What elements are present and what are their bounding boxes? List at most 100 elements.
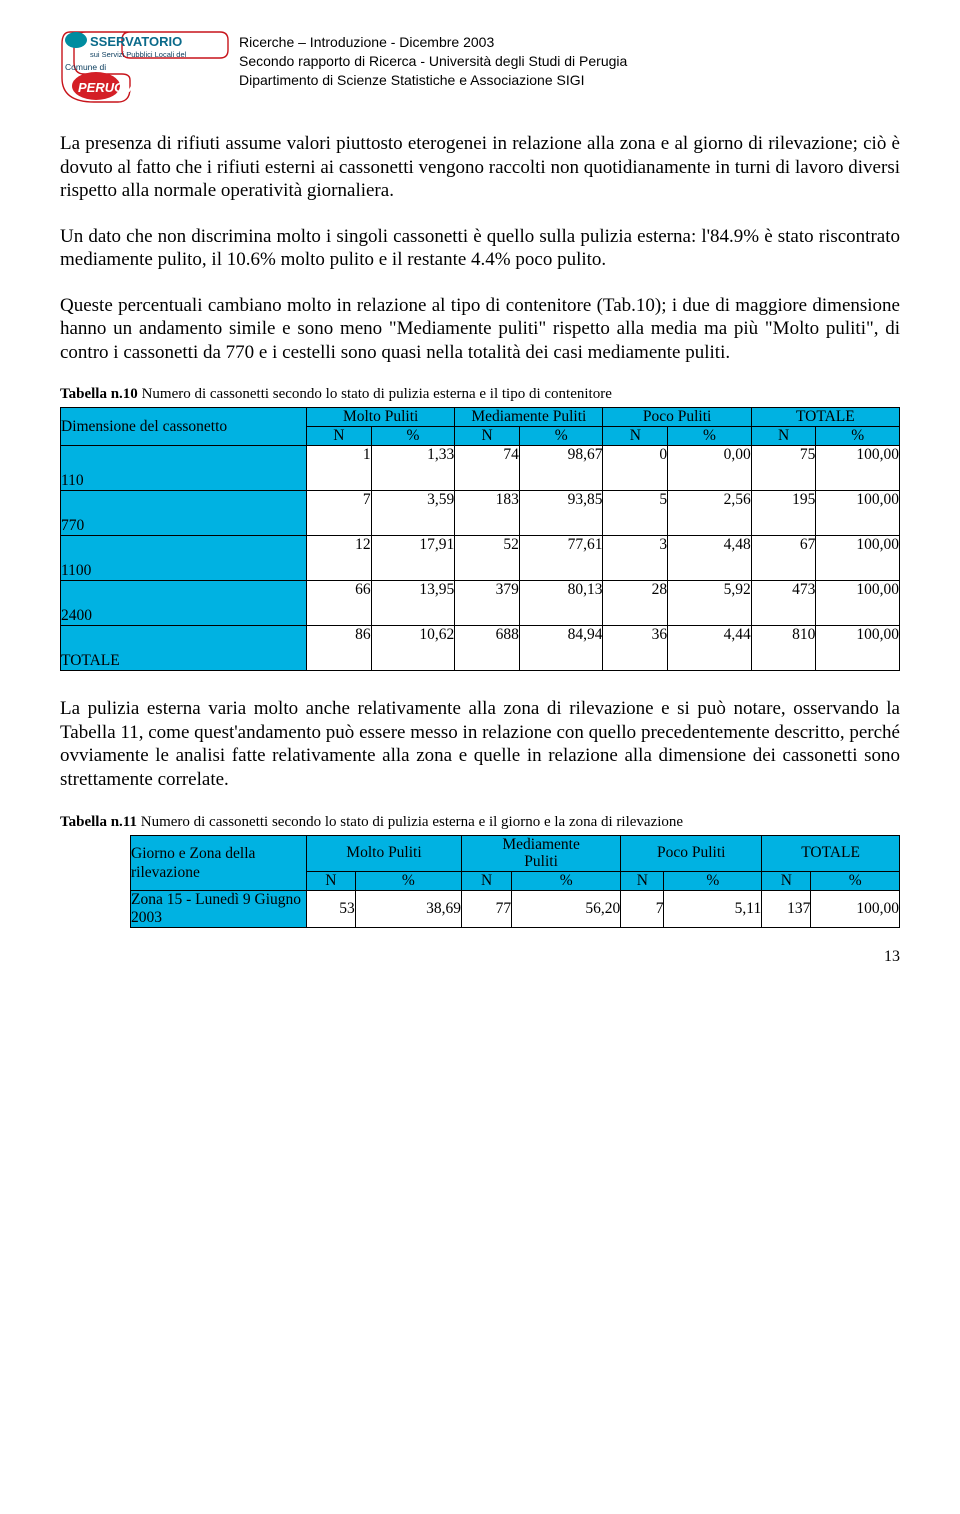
table11-cell: 5,11 [664, 891, 762, 928]
table10-group-0: Molto Puliti [307, 408, 455, 427]
table11-sub: N [621, 872, 664, 891]
table10-cell: 1 [307, 446, 372, 491]
table11-dim-label: Giorno e Zona della rilevazione [131, 835, 307, 891]
table10-row-label: 110 [61, 446, 307, 491]
table10-cell: 36 [603, 626, 668, 671]
table10-group-1: Mediamente Puliti [455, 408, 603, 427]
table10-cell: 4,48 [668, 536, 752, 581]
table10-cell: 810 [751, 626, 816, 671]
table10-cell: 86 [307, 626, 372, 671]
table10-cell: 3,59 [371, 491, 455, 536]
table-row: TOTALE8610,6268884,94364,44810100,00 [61, 626, 900, 671]
svg-text:SSERVATORIO: SSERVATORIO [90, 34, 182, 49]
table10-row-label: 770 [61, 491, 307, 536]
table11-cell: 77 [461, 891, 511, 928]
table10-cell: 100,00 [816, 581, 900, 626]
table11-sub: % [512, 872, 621, 891]
table10-sub: N [455, 427, 520, 446]
table10-group-2: Poco Puliti [603, 408, 751, 427]
svg-text:Comune di: Comune di [65, 62, 106, 72]
table10-caption: Tabella n.10 Numero di cassonetti second… [60, 386, 900, 403]
table10-row-label: 2400 [61, 581, 307, 626]
table10: Dimensione del cassonetto Molto Puliti M… [60, 407, 900, 671]
table11-caption-rest: Numero di cassonetti secondo lo stato di… [137, 814, 683, 830]
table10-sub: % [668, 427, 752, 446]
table10-cell: 100,00 [816, 446, 900, 491]
page-number: 13 [60, 948, 900, 966]
table10-cell: 98,67 [519, 446, 603, 491]
table10-cell: 0 [603, 446, 668, 491]
table11-sub: N [307, 872, 356, 891]
table10-cell: 74 [455, 446, 520, 491]
table10-caption-rest: Numero di cassonetti secondo lo stato di… [138, 386, 612, 402]
table10-cell: 80,13 [519, 581, 603, 626]
table10-cell: 10,62 [371, 626, 455, 671]
logo-svg: SSERVATORIO sui Servizi Pubblici Locali … [60, 30, 230, 106]
table10-cell: 17,91 [371, 536, 455, 581]
table10-cell: 2,56 [668, 491, 752, 536]
table10-cell: 100,00 [816, 626, 900, 671]
table10-row-label: 1100 [61, 536, 307, 581]
table10-cell: 5,92 [668, 581, 752, 626]
table10-sub: N [307, 427, 372, 446]
table10-dim-label: Dimensione del cassonetto [61, 408, 307, 446]
table10-cell: 67 [751, 536, 816, 581]
table10-cell: 5 [603, 491, 668, 536]
table11-row-label: Zona 15 - Lunedì 9 Giugno 2003 [131, 891, 307, 928]
table10-cell: 100,00 [816, 536, 900, 581]
table11-sub: N [762, 872, 811, 891]
table11-group-1: MediamentePuliti [461, 835, 620, 872]
svg-text:sui Servizi Pubblici Locali de: sui Servizi Pubblici Locali del [90, 50, 187, 59]
table11-sub: % [355, 872, 461, 891]
header-line-2: Secondo rapporto di Ricerca - Università… [239, 52, 627, 71]
table11-cell: 56,20 [512, 891, 621, 928]
table10-cell: 66 [307, 581, 372, 626]
table10-cell: 75 [751, 446, 816, 491]
table11-cell: 100,00 [811, 891, 900, 928]
table10-cell: 28 [603, 581, 668, 626]
table10-cell: 77,61 [519, 536, 603, 581]
table10-cell: 12 [307, 536, 372, 581]
table10-cell: 3 [603, 536, 668, 581]
table10-cell: 473 [751, 581, 816, 626]
table11-caption: Tabella n.11 Numero di cassonetti second… [60, 814, 900, 831]
table10-sub: N [603, 427, 668, 446]
paragraph-1: La presenza di rifiuti assume valori piu… [60, 132, 900, 203]
table11-cell: 38,69 [355, 891, 461, 928]
table10-cell: 1,33 [371, 446, 455, 491]
paragraph-4: La pulizia esterna varia molto anche rel… [60, 697, 900, 791]
header-line-1: Ricerche – Introduzione - Dicembre 2003 [239, 33, 627, 52]
table11-group-2: Poco Puliti [621, 835, 762, 872]
table10-cell: 93,85 [519, 491, 603, 536]
table10-row-label: TOTALE [61, 626, 307, 671]
logo: SSERVATORIO sui Servizi Pubblici Locali … [60, 30, 225, 102]
table10-cell: 688 [455, 626, 520, 671]
table11-cell: 7 [621, 891, 664, 928]
paragraph-3: Queste percentuali cambiano molto in rel… [60, 294, 900, 365]
table10-group-3: TOTALE [751, 408, 899, 427]
table11-group-3: TOTALE [762, 835, 900, 872]
table-row: 77073,5918393,8552,56195100,00 [61, 491, 900, 536]
table10-sub: % [371, 427, 455, 446]
table10-cell: 52 [455, 536, 520, 581]
header-text-block: Ricerche – Introduzione - Dicembre 2003 … [239, 30, 627, 90]
table11-cell: 53 [307, 891, 356, 928]
table-row: Zona 15 - Lunedì 9 Giugno 20035338,69775… [131, 891, 900, 928]
header-line-3: Dipartimento di Scienze Statistiche e As… [239, 71, 627, 90]
table10-cell: 13,95 [371, 581, 455, 626]
table10-cell: 100,00 [816, 491, 900, 536]
table10-sub: % [519, 427, 603, 446]
table10-cell: 0,00 [668, 446, 752, 491]
table-row: 24006613,9537980,13285,92473100,00 [61, 581, 900, 626]
paragraph-2: Un dato che non discrimina molto i singo… [60, 225, 900, 272]
table10-cell: 7 [307, 491, 372, 536]
page-header: SSERVATORIO sui Servizi Pubblici Locali … [60, 30, 900, 102]
table10-sub: N [751, 427, 816, 446]
table11-group-0: Molto Puliti [307, 835, 462, 872]
table10-cell: 379 [455, 581, 520, 626]
table11-sub: N [461, 872, 511, 891]
table-row: 11001217,915277,6134,4867100,00 [61, 536, 900, 581]
table10-sub: % [816, 427, 900, 446]
table11-sub: % [811, 872, 900, 891]
table11-caption-bold: Tabella n.11 [60, 814, 137, 830]
